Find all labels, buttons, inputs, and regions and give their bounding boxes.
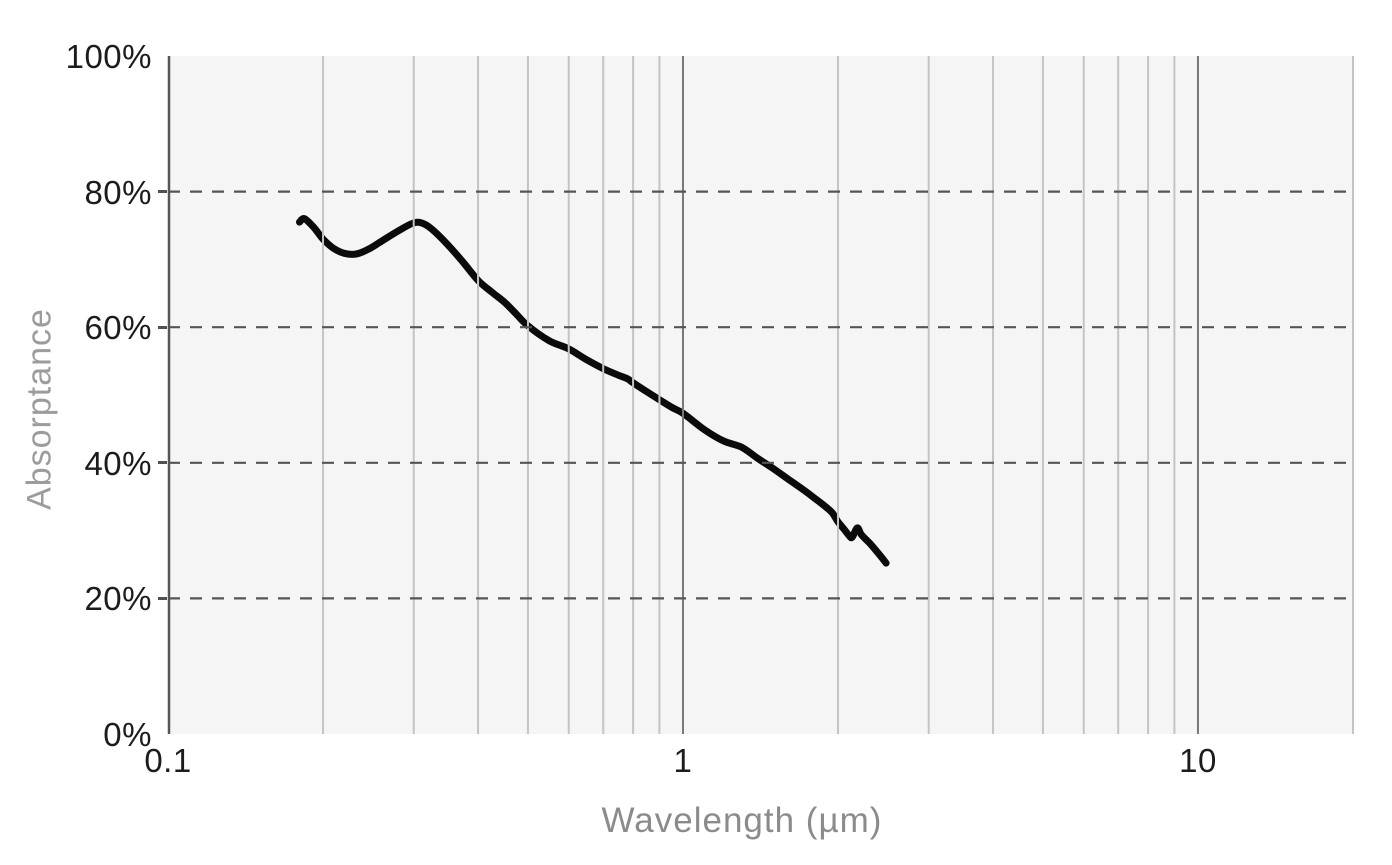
x-tick-label: 0.1 bbox=[144, 742, 192, 779]
y-tick-label: 40% bbox=[84, 444, 152, 482]
x-axis-title: Wavelength (µm) bbox=[601, 801, 883, 840]
y-axis-title: Absorptance bbox=[20, 308, 59, 510]
y-tick-mark bbox=[158, 190, 167, 194]
y-tick-mark bbox=[158, 461, 167, 465]
y-tick-label: 20% bbox=[84, 580, 152, 618]
y-tick-mark bbox=[158, 325, 167, 329]
chart-canvas bbox=[167, 56, 1354, 734]
plot-area bbox=[167, 56, 1354, 734]
y-tick-mark bbox=[158, 596, 167, 600]
absorptance-curve bbox=[296, 215, 890, 567]
y-tick-label: 100% bbox=[65, 38, 152, 75]
x-tick-label: 10 bbox=[1179, 742, 1217, 779]
x-tick-label: 1 bbox=[673, 742, 693, 779]
y-tick-label: 0% bbox=[103, 716, 152, 753]
y-tick-label: 60% bbox=[84, 309, 152, 347]
y-tick-label: 80% bbox=[84, 173, 152, 211]
